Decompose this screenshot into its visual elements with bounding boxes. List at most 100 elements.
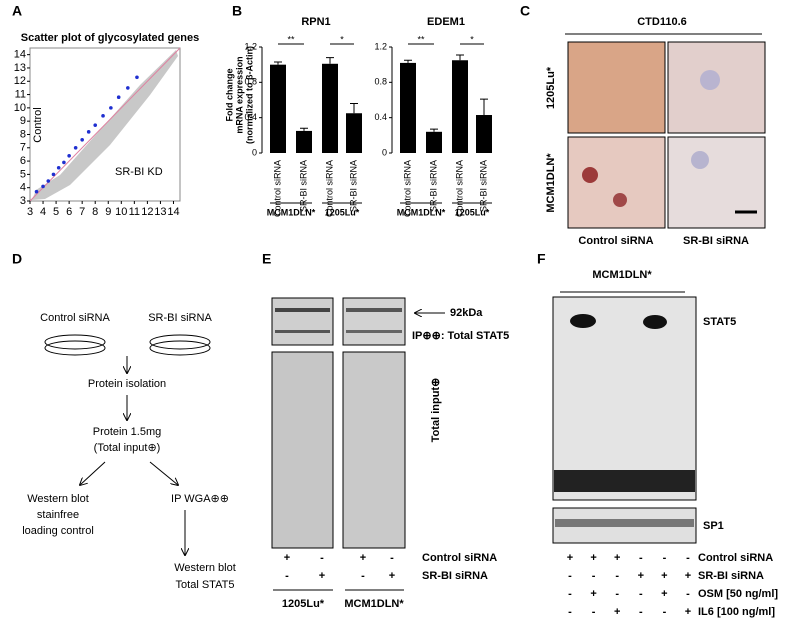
panel-label: B — [232, 3, 242, 19]
sign: + — [590, 588, 596, 600]
group-label: 1205Lu* — [455, 207, 490, 217]
sign: + — [661, 588, 667, 600]
error-bar — [274, 61, 282, 65]
y-axis-label: Control — [32, 107, 44, 142]
micrograph — [567, 136, 666, 229]
band — [555, 519, 694, 527]
sign: + — [638, 570, 644, 582]
point — [73, 145, 78, 150]
y-tick-label: 6 — [20, 155, 26, 167]
panel-label: A — [12, 3, 22, 19]
sign: + — [284, 552, 290, 564]
flow-text: Western blot — [174, 562, 236, 574]
x-tick-label: Control siRNA — [324, 160, 334, 217]
blot — [552, 296, 697, 501]
sign: - — [568, 588, 572, 600]
error-bar — [326, 57, 334, 64]
flow-text: Western blot — [27, 493, 89, 505]
point — [126, 86, 130, 90]
point — [109, 106, 113, 110]
x-tick-label: SR-BI siRNA — [478, 160, 488, 212]
y-tick-label: 7 — [20, 142, 26, 154]
point — [51, 172, 56, 177]
point — [46, 179, 51, 183]
dish — [44, 334, 106, 350]
sign: + — [614, 606, 620, 618]
x-tick-label: Control siRNA — [402, 160, 412, 217]
x-tick-label: 9 — [105, 206, 111, 218]
antibody-label: CTD110.6 — [637, 16, 687, 28]
bar — [322, 63, 338, 153]
point — [86, 130, 91, 134]
sign: - — [663, 606, 667, 618]
row-label: Control siRNA — [698, 552, 773, 564]
row-label: 1205Lu* — [545, 66, 557, 109]
band — [570, 314, 596, 328]
blot-label: IP⊕⊕: Total STAT5 — [412, 330, 509, 342]
band — [346, 330, 402, 333]
bar — [426, 131, 442, 153]
chart-title: Scatter plot of glycosylated genes — [21, 32, 200, 44]
sign: - — [320, 552, 324, 564]
flow-text: (Total input⊕) — [94, 442, 161, 454]
y-axis-label: (normalized to β-Actin) — [244, 46, 254, 144]
flow-text: Control siRNA — [40, 312, 110, 324]
y-tick-label: 0.4 — [244, 112, 257, 122]
point — [41, 184, 45, 189]
sign: + — [614, 552, 620, 564]
x-tick-label: 3 — [27, 206, 33, 218]
dish — [149, 340, 211, 356]
y-tick-label: 0.4 — [374, 112, 387, 122]
bar — [400, 62, 416, 153]
x-tick-label: 12 — [141, 206, 153, 218]
chart-title: RPN1 — [301, 16, 330, 28]
x-tick-label: SR-BI siRNA — [348, 160, 358, 212]
sign: - — [686, 588, 690, 600]
error-bar — [300, 127, 308, 131]
micrograph — [667, 136, 766, 229]
sign: - — [592, 606, 596, 618]
panel-label: C — [520, 3, 530, 19]
group-label: 1205Lu* — [325, 207, 360, 217]
x-tick-label: 7 — [79, 206, 85, 218]
sign: + — [685, 570, 691, 582]
sign: - — [686, 552, 690, 564]
error-bar — [480, 98, 488, 116]
column-label: Control siRNA — [578, 235, 653, 247]
flow-text: IP WGA⊕⊕ — [171, 493, 229, 505]
band-label: STAT5 — [703, 316, 736, 328]
flow-text: Total STAT5 — [176, 579, 235, 591]
y-tick-label: 0.8 — [244, 77, 257, 87]
identity-line — [29, 47, 181, 202]
row-label: Control siRNA — [422, 552, 497, 564]
y-tick-label: 0.8 — [374, 77, 387, 87]
x-tick-label: 4 — [40, 206, 46, 218]
x-tick-label: 10 — [115, 206, 127, 218]
group-label: MCM1DLN* — [344, 598, 404, 610]
x-tick-label: 8 — [92, 206, 98, 218]
row-label: SR-BI siRNA — [698, 570, 764, 582]
band — [275, 308, 330, 312]
x-axis-label: SR-BI KD — [115, 166, 163, 178]
dish — [149, 334, 211, 350]
sign: + — [389, 570, 395, 582]
error-bar — [404, 59, 412, 63]
blot-label: Total input⊕ — [430, 378, 442, 443]
sign: - — [361, 570, 365, 582]
y-tick-label: 0 — [382, 147, 387, 157]
group-label: MCM1DLN* — [397, 207, 446, 217]
arrow — [80, 461, 106, 485]
point — [67, 153, 71, 158]
panel-label: E — [262, 251, 271, 267]
y-tick-label: 1.2 — [244, 41, 257, 51]
error-bar — [430, 128, 438, 132]
group-label: MCM1DLN* — [267, 207, 316, 217]
marker-label: 92kDa — [450, 307, 483, 319]
sign: - — [615, 570, 619, 582]
blot — [271, 351, 334, 549]
point — [116, 95, 121, 100]
bar — [296, 130, 312, 153]
band — [346, 308, 402, 312]
x-tick-label: 6 — [66, 206, 72, 218]
y-tick-label: 10 — [14, 102, 26, 114]
